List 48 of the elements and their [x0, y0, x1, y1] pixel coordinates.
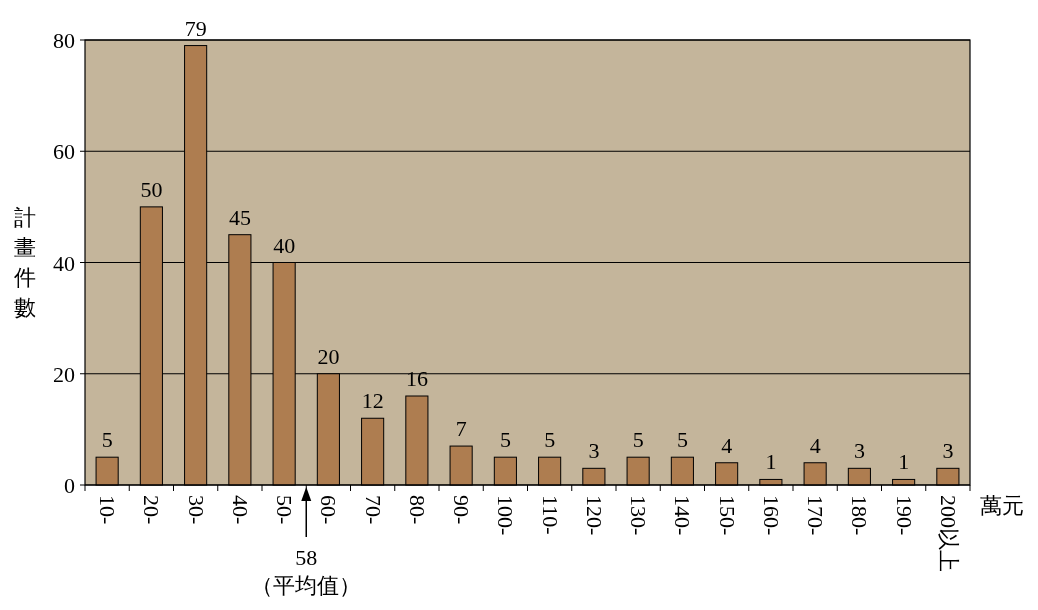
data-label: 5	[676, 427, 688, 453]
data-label: 7	[455, 416, 467, 442]
y-tick-label: 0	[64, 473, 75, 498]
y-tick-label: 40	[53, 250, 75, 276]
x-tick-label: 20-	[139, 495, 165, 525]
y-tick-label: 80	[53, 28, 75, 53]
data-label: 5	[632, 427, 644, 453]
x-tick-label: 160-	[758, 495, 784, 536]
x-tick-label: 190-	[891, 495, 917, 536]
x-tick-label: 110-	[537, 495, 563, 535]
y-tick-label: 20	[53, 361, 75, 387]
x-tick-label: 120-	[581, 495, 607, 536]
x-tick-label: 90-	[449, 495, 475, 525]
data-label: 12	[361, 388, 384, 414]
data-label: 1	[765, 449, 777, 475]
x-tick-label: 50-	[272, 495, 298, 525]
data-label: 3	[942, 438, 954, 464]
y-axis-title: 計畫件數	[14, 205, 36, 320]
text: 58 （平均值）	[251, 545, 362, 598]
data-label: 1	[898, 449, 910, 475]
data-label: 20	[317, 343, 340, 369]
data-label: 4	[809, 432, 821, 458]
x-tick-label: 10-	[95, 495, 121, 525]
data-label: 3	[853, 438, 865, 464]
data-label: 3	[588, 438, 600, 464]
data-label: 4	[721, 432, 733, 458]
x-tick-label: 140-	[670, 495, 696, 536]
x-tick-label: 150-	[714, 495, 740, 536]
y-tick-label: 60	[53, 139, 75, 165]
data-label: 45	[228, 204, 251, 230]
data-label: 79	[184, 15, 207, 41]
data-label: 5	[101, 427, 113, 453]
x-tick-label: 80-	[404, 495, 430, 525]
data-label: 5	[544, 427, 556, 453]
data-label: 16	[405, 366, 428, 391]
x-axis-title: 萬元	[980, 493, 1024, 518]
x-tick-label: 60-	[316, 495, 342, 525]
x-tick-label: 180-	[847, 495, 873, 536]
x-tick-label: 100-	[493, 495, 519, 536]
x-tick-label: 40-	[227, 495, 253, 525]
x-tick-label: 170-	[803, 495, 829, 536]
x-tick-label: 200以上	[935, 495, 961, 572]
data-label: 50	[140, 176, 163, 202]
x-tick-label: 30-	[183, 495, 209, 525]
x-tick-label: 130-	[626, 495, 652, 536]
x-tick-label: 70-	[360, 495, 386, 525]
data-label: 40	[273, 232, 296, 258]
data-label: 5	[499, 427, 511, 453]
